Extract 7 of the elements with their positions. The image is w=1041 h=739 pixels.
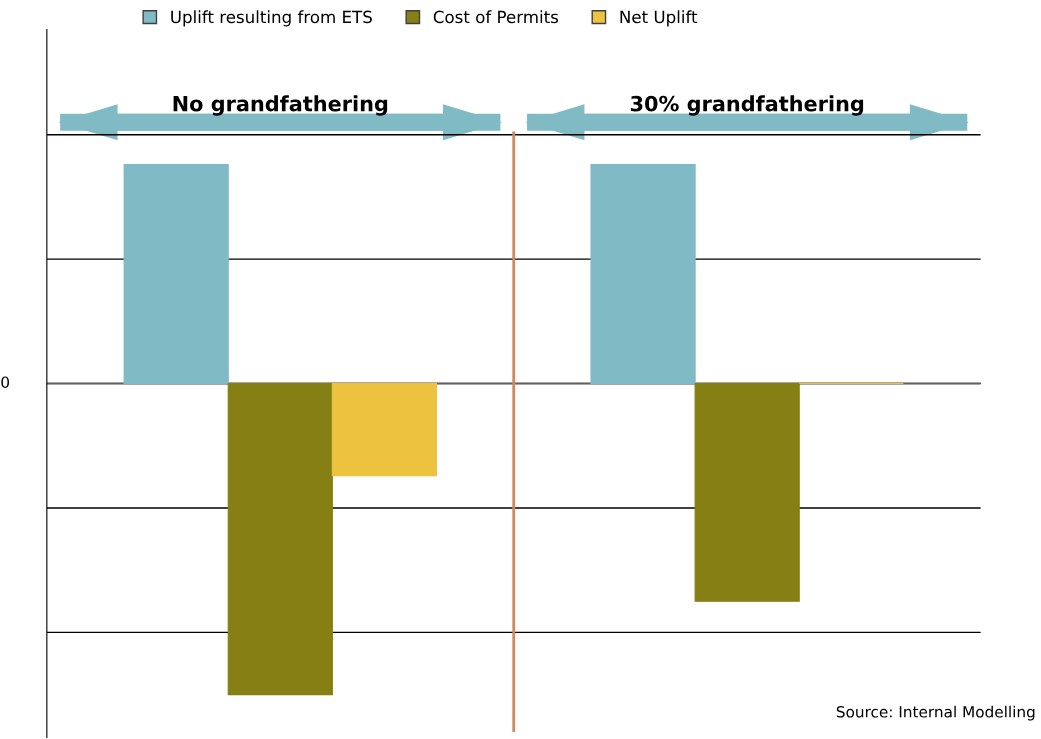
legend-label: Cost of Permits <box>433 10 559 24</box>
text: 0 <box>1 376 10 388</box>
x-tick-label: 30% grandfathering <box>630 95 864 116</box>
legend-label: Net Uplift <box>620 10 698 27</box>
source-note: Source: Internal Modelling <box>836 705 1035 721</box>
x-tick-label: No grandfathering <box>173 95 388 116</box>
legend-label: Uplift resulting from ETS <box>171 10 372 27</box>
